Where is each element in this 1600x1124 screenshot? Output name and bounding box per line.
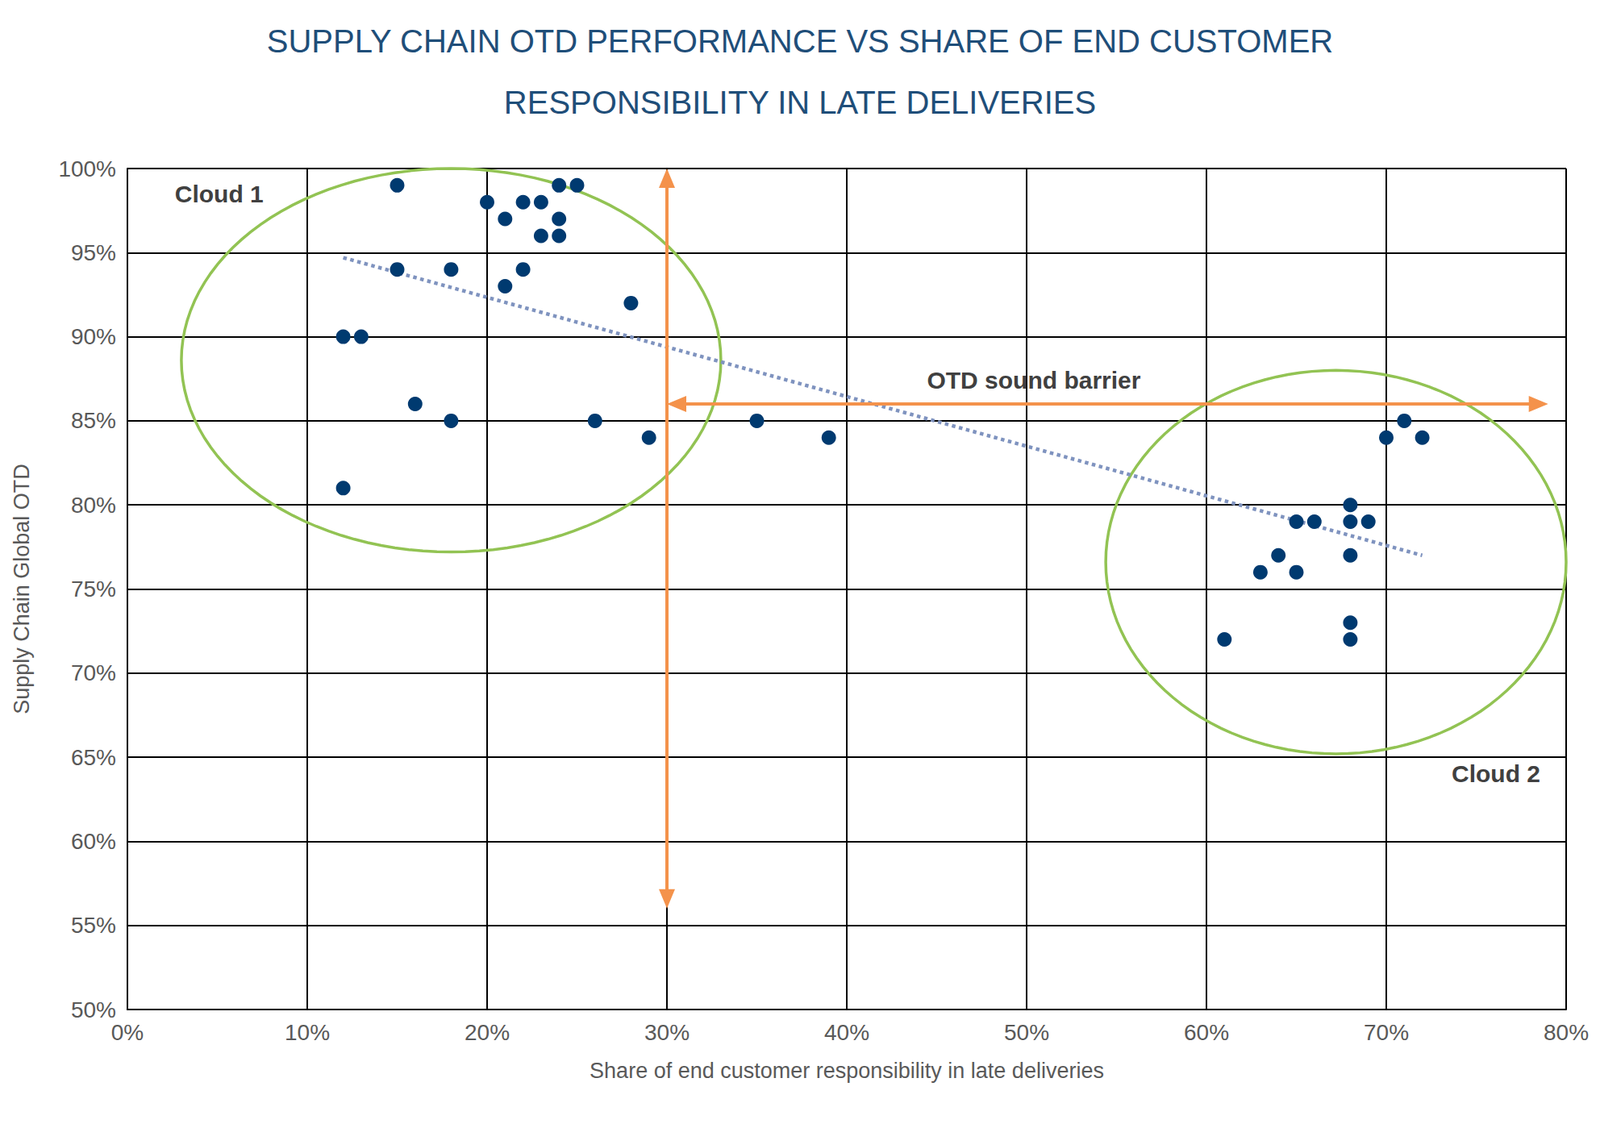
svg-text:65%: 65% xyxy=(70,745,117,771)
svg-text:80%: 80% xyxy=(1543,1020,1589,1046)
svg-text:60%: 60% xyxy=(1183,1020,1230,1046)
svg-text:Cloud 2: Cloud 2 xyxy=(1451,760,1541,788)
svg-text:70%: 70% xyxy=(70,660,117,686)
svg-text:80%: 80% xyxy=(70,492,117,518)
svg-text:50%: 50% xyxy=(1004,1020,1050,1046)
svg-text:20%: 20% xyxy=(464,1020,510,1046)
svg-text:40%: 40% xyxy=(824,1020,870,1046)
svg-text:85%: 85% xyxy=(70,408,117,434)
svg-text:Share of end customer responsi: Share of end customer responsibility in … xyxy=(589,1058,1105,1084)
svg-text:50%: 50% xyxy=(70,997,117,1023)
svg-text:60%: 60% xyxy=(70,829,117,855)
svg-text:75%: 75% xyxy=(70,576,117,602)
svg-text:95%: 95% xyxy=(70,240,117,266)
svg-text:90%: 90% xyxy=(70,324,117,350)
svg-text:10%: 10% xyxy=(284,1020,330,1046)
svg-text:30%: 30% xyxy=(644,1020,690,1046)
svg-text:70%: 70% xyxy=(1363,1020,1409,1046)
svg-text:55%: 55% xyxy=(70,912,117,938)
svg-text:100%: 100% xyxy=(58,156,117,182)
svg-text:0%: 0% xyxy=(111,1020,144,1046)
svg-text:OTD sound barrier: OTD sound barrier xyxy=(926,366,1141,394)
svg-text:SUPPLY CHAIN OTD PERFORMANCE V: SUPPLY CHAIN OTD PERFORMANCE VS SHARE OF… xyxy=(266,23,1334,59)
svg-text:RESPONSIBILITY IN LATE DELIVER: RESPONSIBILITY IN LATE DELIVERIES xyxy=(504,84,1096,121)
svg-text:Supply Chain Global OTD: Supply Chain Global OTD xyxy=(9,463,34,715)
svg-text:Cloud 1: Cloud 1 xyxy=(175,180,264,208)
